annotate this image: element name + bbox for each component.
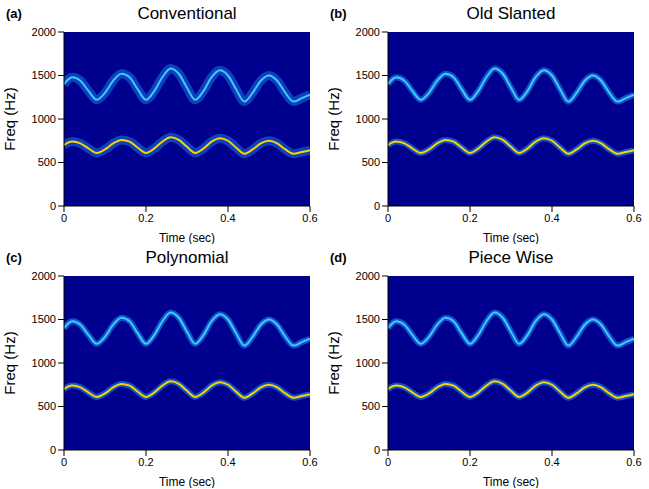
svg-text:0.4: 0.4 — [544, 456, 559, 468]
svg-text:Freq (Hz): Freq (Hz) — [326, 87, 342, 150]
svg-text:1000: 1000 — [32, 113, 56, 125]
svg-text:2000: 2000 — [32, 26, 56, 38]
svg-text:Time (sec): Time (sec) — [483, 231, 539, 244]
html-text:Polynomial: Polynomial — [145, 248, 229, 267]
html-text:(a): (a) — [6, 6, 22, 21]
svg-text:Freq (Hz): Freq (Hz) — [326, 331, 342, 394]
html-text:Conventional: Conventional — [137, 4, 237, 23]
svg-text:0: 0 — [61, 212, 67, 224]
svg-text:0.4: 0.4 — [220, 456, 235, 468]
svg-text:Freq (Hz): Freq (Hz) — [2, 331, 18, 394]
svg-text:1000: 1000 — [356, 113, 380, 125]
html-text:Piece Wise: Piece Wise — [468, 248, 554, 267]
svg-text:0.6: 0.6 — [302, 456, 317, 468]
svg-text:Freq (Hz): Freq (Hz) — [2, 87, 18, 150]
svg-text:2000: 2000 — [32, 270, 56, 282]
svg-text:Time (sec): Time (sec) — [159, 475, 215, 488]
svg-text:1000: 1000 — [32, 357, 56, 369]
svg-text:0: 0 — [61, 456, 67, 468]
html-text:(c): (c) — [6, 250, 22, 265]
svg-text:1500: 1500 — [356, 313, 380, 325]
svg-text:0.6: 0.6 — [626, 212, 641, 224]
svg-text:0.2: 0.2 — [138, 212, 153, 224]
svg-text:1000: 1000 — [356, 357, 380, 369]
html-text:(b): (b) — [330, 6, 347, 21]
svg-text:Time (sec): Time (sec) — [483, 475, 539, 488]
svg-text:2000: 2000 — [356, 26, 380, 38]
svg-text:0.4: 0.4 — [220, 212, 235, 224]
svg-text:0: 0 — [374, 444, 380, 456]
svg-text:0.4: 0.4 — [544, 212, 559, 224]
svg-text:500: 500 — [38, 156, 56, 168]
svg-text:1500: 1500 — [356, 69, 380, 81]
html-text:(d): (d) — [330, 250, 347, 265]
svg-text:500: 500 — [38, 400, 56, 412]
svg-text:Time (sec): Time (sec) — [159, 231, 215, 244]
svg-text:0: 0 — [385, 212, 391, 224]
svg-text:0.2: 0.2 — [138, 456, 153, 468]
svg-text:0: 0 — [385, 456, 391, 468]
svg-text:1500: 1500 — [32, 69, 56, 81]
svg-text:500: 500 — [362, 156, 380, 168]
svg-text:500: 500 — [362, 400, 380, 412]
svg-text:0: 0 — [374, 200, 380, 212]
svg-text:0.6: 0.6 — [626, 456, 641, 468]
svg-text:0.2: 0.2 — [462, 456, 477, 468]
svg-text:0.2: 0.2 — [462, 212, 477, 224]
svg-text:0: 0 — [50, 200, 56, 212]
svg-text:2000: 2000 — [356, 270, 380, 282]
html-text:Old Slanted: Old Slanted — [466, 4, 556, 23]
svg-text:0.6: 0.6 — [302, 212, 317, 224]
svg-text:1500: 1500 — [32, 313, 56, 325]
svg-text:0: 0 — [50, 444, 56, 456]
